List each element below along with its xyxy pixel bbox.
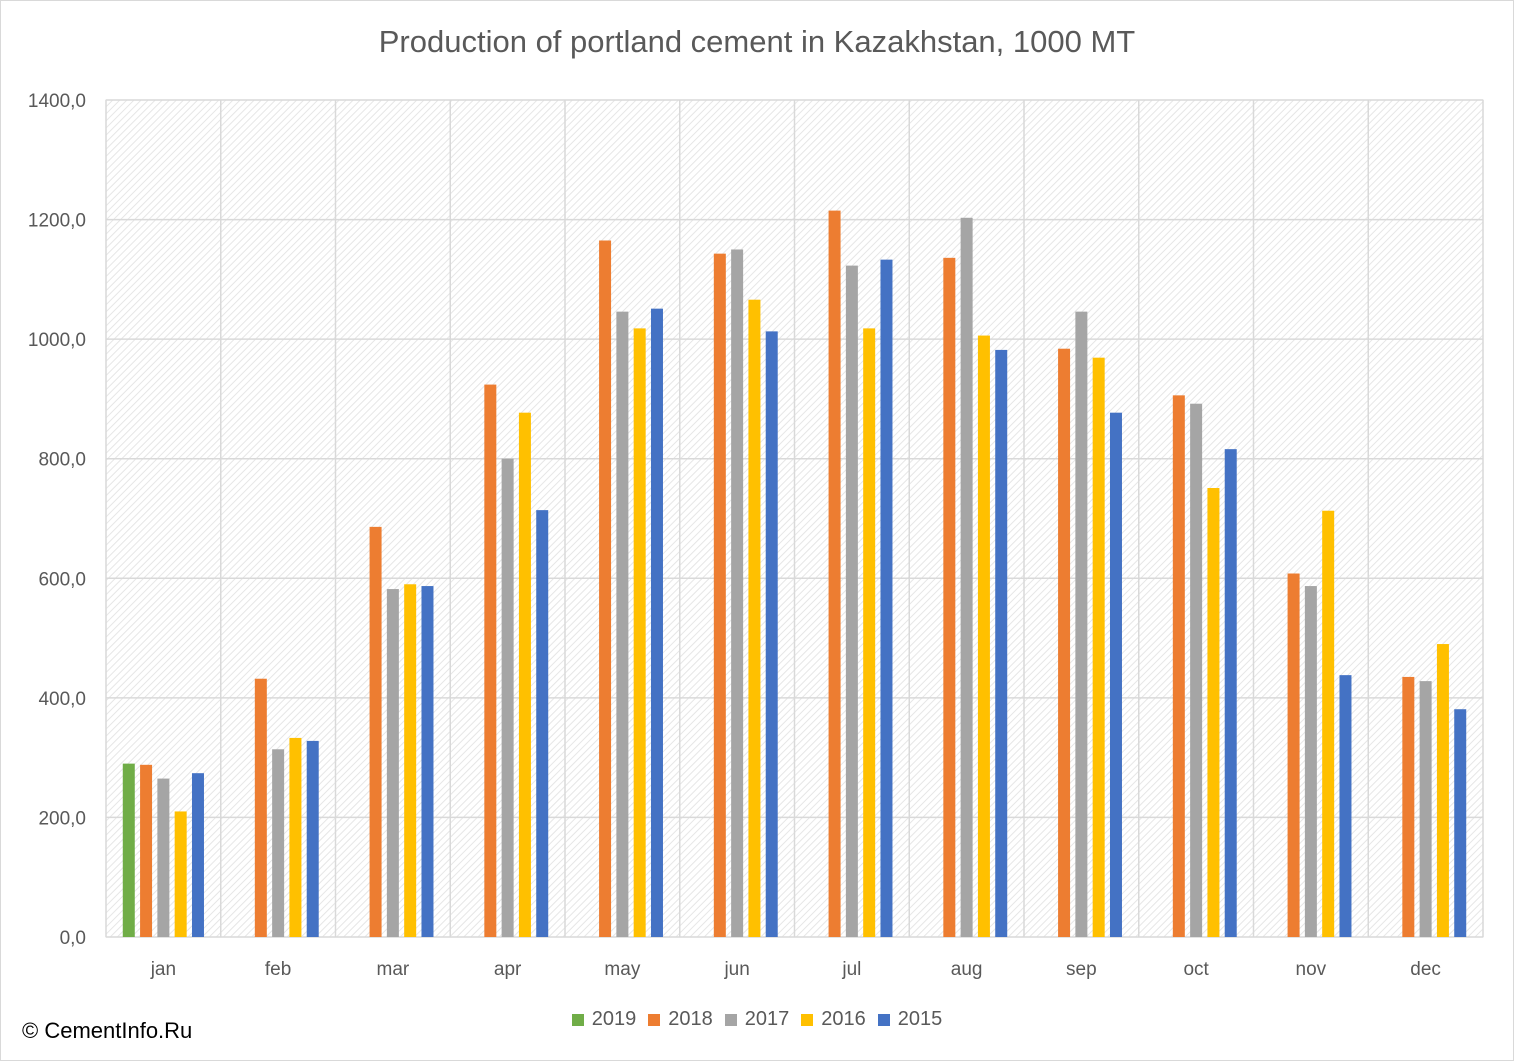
legend-item-2015: 2015	[877, 1008, 943, 1031]
legend-label: 2017	[744, 1008, 790, 1030]
bar-2016-jun	[748, 299, 761, 937]
bar-2015-aug	[995, 349, 1008, 937]
legend-label: 2016	[821, 1008, 866, 1030]
bar-2015-apr	[536, 510, 549, 937]
grid-layer	[105, 99, 1484, 938]
legend-item-2017: 2017	[724, 1008, 790, 1031]
x-tick-label: feb	[265, 959, 291, 980]
bar-2018-mar	[369, 526, 382, 937]
bar-2018-jul	[828, 210, 841, 937]
y-tick-label: 1400,0	[28, 91, 86, 112]
legend-swatch	[571, 1013, 584, 1026]
bar-2015-dec	[1454, 709, 1467, 937]
x-tick-label: jan	[150, 959, 176, 980]
bar-2018-dec	[1402, 676, 1415, 937]
bar-2018-sep	[1058, 348, 1071, 937]
legend-item-2019: 2019	[571, 1008, 637, 1031]
bar-2015-jan	[191, 773, 204, 937]
bar-2015-nov	[1339, 675, 1352, 937]
legend-label: 2019	[591, 1008, 637, 1030]
bar-2018-feb	[254, 678, 267, 937]
bar-2017-jul	[845, 265, 858, 937]
bars-layer	[122, 210, 1467, 938]
x-tick-label: aug	[951, 959, 983, 980]
chart-title: Production of portland cement in Kazakhs…	[378, 24, 1136, 59]
x-tick-label: jul	[841, 959, 861, 980]
bar-2016-dec	[1436, 644, 1449, 937]
chart-legend: 2019 2018 2017 2016 2015	[0, 1008, 1514, 1031]
x-tick-label: jun	[723, 959, 749, 980]
bar-2017-feb	[272, 749, 285, 937]
bar-2018-oct	[1172, 395, 1185, 937]
legend-item-2018: 2018	[648, 1008, 713, 1031]
legend-label: 2018	[668, 1008, 713, 1030]
bar-2016-jan	[174, 811, 187, 937]
bar-2017-oct	[1190, 403, 1203, 937]
y-tick-label: 600,0	[38, 569, 86, 590]
bar-2015-may	[650, 308, 663, 938]
bar-2018-apr	[484, 384, 497, 938]
bar-2017-jan	[157, 778, 170, 937]
legend-swatch	[877, 1013, 890, 1026]
legend-swatch	[724, 1013, 737, 1026]
x-axis-ticks: jan feb mar apr may jun jul aug sep oct nov dec	[150, 959, 1441, 980]
bar-2016-may	[633, 328, 646, 937]
bar-2017-jun	[731, 249, 744, 937]
bar-2016-nov	[1322, 510, 1335, 937]
y-tick-label: 400,0	[38, 689, 86, 710]
legend-swatch	[648, 1013, 661, 1026]
bar-2017-may	[616, 311, 629, 937]
bar-2016-feb	[289, 737, 302, 937]
bar-2016-sep	[1092, 357, 1105, 938]
x-tick-label: sep	[1066, 959, 1097, 980]
x-tick-label: dec	[1410, 959, 1441, 980]
bar-2016-aug	[977, 335, 990, 937]
y-tick-label: 0,0	[60, 928, 86, 949]
bar-2018-jun	[713, 253, 726, 937]
bar-2018-aug	[943, 257, 956, 937]
bar-2015-jul	[880, 259, 893, 937]
bar-2015-jun	[765, 331, 778, 937]
bar-2017-sep	[1075, 311, 1088, 937]
bar-2017-aug	[960, 217, 973, 938]
legend-label: 2015	[897, 1008, 943, 1030]
x-tick-label: nov	[1296, 959, 1327, 980]
x-tick-label: apr	[494, 959, 522, 980]
bar-2016-mar	[404, 584, 417, 937]
bar-2018-jan	[140, 764, 153, 937]
bar-2017-dec	[1419, 681, 1432, 937]
y-tick-label: 800,0	[38, 450, 86, 471]
bar-2017-apr	[501, 458, 514, 937]
bar-2017-mar	[386, 589, 399, 937]
y-axis-ticks: 0,0 200,0 400,0 600,0 800,0 1000,0 1200,0 1400,…	[28, 91, 86, 949]
y-tick-label: 1000,0	[28, 330, 86, 351]
bar-2019-jan	[122, 763, 135, 937]
bar-2018-nov	[1287, 573, 1300, 937]
bar-2016-jul	[863, 328, 876, 937]
bar-2015-feb	[306, 740, 319, 937]
bar-2015-mar	[421, 586, 434, 937]
x-tick-label: mar	[377, 959, 410, 980]
x-tick-label: oct	[1183, 959, 1209, 980]
y-tick-label: 200,0	[38, 808, 86, 829]
bar-2017-nov	[1304, 586, 1317, 937]
bar-2016-apr	[518, 412, 531, 937]
bar-2018-may	[599, 240, 612, 937]
bar-2015-sep	[1109, 412, 1122, 937]
copyright-text: © CementInfo.Ru	[22, 1018, 193, 1043]
legend-item-2016: 2016	[801, 1008, 866, 1031]
legend-swatch	[801, 1013, 814, 1026]
x-tick-label: may	[604, 959, 640, 980]
bar-2015-oct	[1224, 449, 1237, 937]
y-tick-label: 1200,0	[28, 211, 86, 232]
bar-2016-oct	[1207, 488, 1220, 937]
